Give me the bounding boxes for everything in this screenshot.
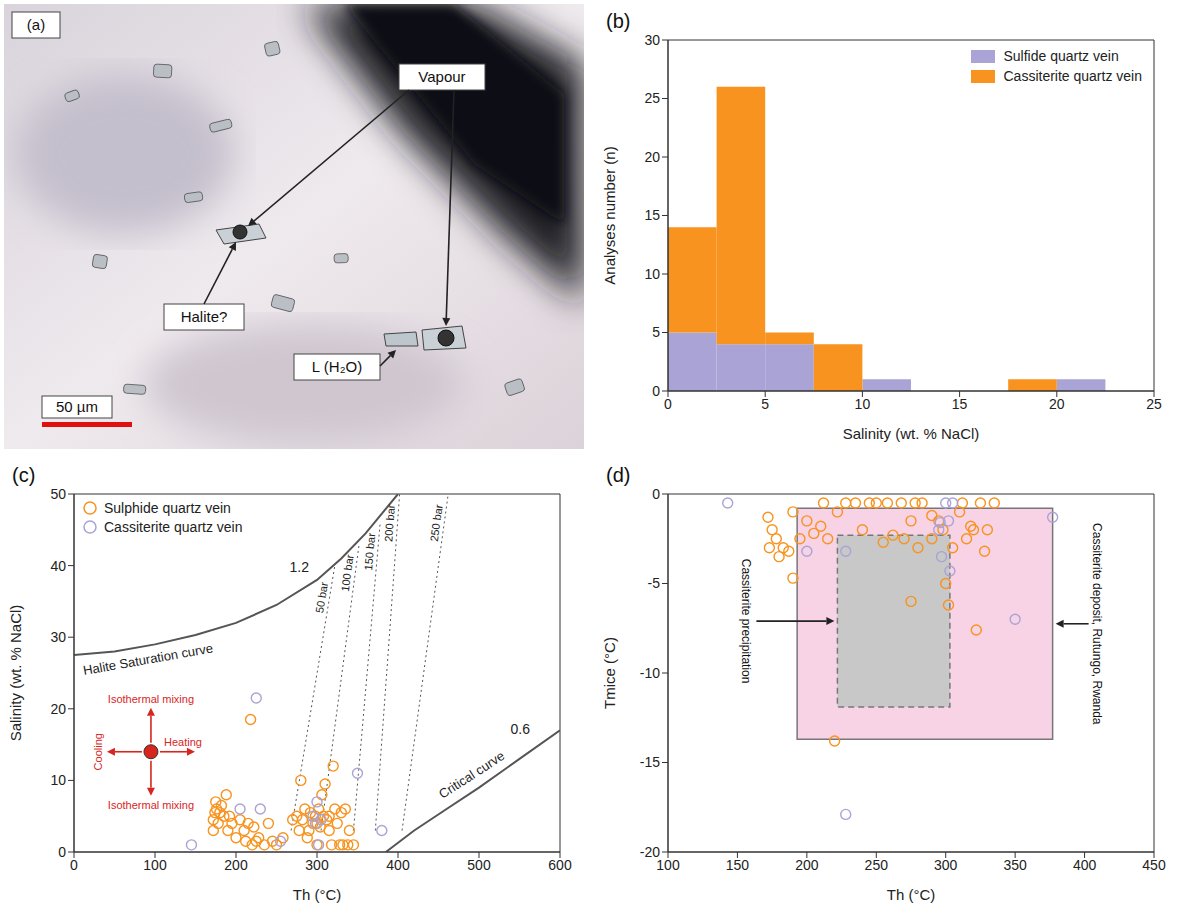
svg-text:1.2: 1.2 [290, 559, 310, 575]
svg-text:200 bar: 200 bar [382, 504, 397, 542]
html-text:(b): (b) [606, 10, 631, 32]
svg-text:20: 20 [1049, 396, 1065, 412]
svg-text:0: 0 [652, 383, 660, 399]
svg-text:500: 500 [467, 857, 491, 873]
svg-text:100 bar: 100 bar [339, 553, 356, 592]
svg-text:-20: -20 [640, 844, 660, 860]
svg-text:(a): (a) [27, 16, 45, 33]
html-text:Sulphide quartz vein: Sulphide quartz vein [104, 500, 231, 516]
svg-text:Th (°C): Th (°C) [887, 886, 936, 903]
svg-text:20: 20 [50, 701, 66, 717]
html-text:Sulfide quartz vein: Sulfide quartz vein [1003, 48, 1119, 64]
svg-text:0.6: 0.6 [511, 721, 531, 737]
html-text:Cassiterite quartz vein: Cassiterite quartz vein [1003, 68, 1142, 84]
svg-text:0: 0 [664, 396, 672, 412]
svg-text:Isothermal mixing: Isothermal mixing [108, 799, 194, 811]
svg-text:5: 5 [652, 324, 660, 340]
svg-text:Vapour: Vapour [418, 68, 465, 85]
svg-text:0: 0 [652, 486, 660, 502]
svg-text:10: 10 [50, 772, 66, 788]
svg-text:-5: -5 [648, 575, 661, 591]
svg-text:Critical curve: Critical curve [436, 748, 507, 801]
svg-text:100: 100 [656, 856, 680, 873]
svg-text:400: 400 [386, 857, 410, 873]
html-text:Cassiterite quartz vein: Cassiterite quartz vein [104, 519, 243, 535]
svg-text:10: 10 [855, 396, 871, 412]
svg-text:Cassiterite precipitation: Cassiterite precipitation [739, 559, 753, 684]
svg-text:20: 20 [644, 149, 660, 165]
svg-text:200: 200 [795, 857, 819, 873]
svg-text:Analyses number (n): Analyses number (n) [601, 146, 618, 284]
svg-text:Halite Saturation curve: Halite Saturation curve [82, 640, 214, 678]
html-text:(d): (d) [606, 464, 631, 486]
svg-text:15: 15 [952, 396, 968, 412]
svg-text:Isothermal mixing: Isothermal mixing [108, 693, 194, 705]
svg-text:30: 30 [50, 629, 66, 645]
svg-text:-15: -15 [640, 754, 660, 770]
svg-text:Th (°C): Th (°C) [293, 886, 342, 903]
svg-text:50 µm: 50 µm [56, 398, 98, 415]
svg-text:Tmice (°C): Tmice (°C) [601, 637, 618, 709]
svg-text:350: 350 [1003, 857, 1027, 873]
svg-text:10: 10 [644, 266, 660, 282]
svg-text:300: 300 [934, 857, 958, 873]
svg-text:450: 450 [1142, 857, 1166, 873]
svg-text:50 bar: 50 bar [313, 581, 330, 614]
svg-text:100: 100 [143, 857, 167, 873]
svg-text:L (H₂O): L (H₂O) [312, 358, 362, 375]
html-text:(c): (c) [12, 464, 36, 486]
svg-text:50: 50 [50, 486, 66, 502]
svg-text:Salinity (wt. % NaCl): Salinity (wt. % NaCl) [7, 605, 24, 742]
svg-text:25: 25 [1146, 396, 1162, 412]
svg-text:Salinity (wt. % NaCl): Salinity (wt. % NaCl) [843, 425, 980, 442]
svg-text:150: 150 [726, 857, 750, 873]
svg-text:600: 600 [548, 857, 572, 873]
svg-text:400: 400 [1073, 857, 1097, 873]
svg-text:300: 300 [305, 857, 329, 873]
svg-text:Cooling: Cooling [92, 733, 104, 770]
svg-text:250 bar: 250 bar [428, 503, 445, 542]
svg-text:0: 0 [58, 844, 66, 860]
svg-text:Halite?: Halite? [181, 308, 228, 325]
svg-text:0: 0 [70, 857, 78, 873]
svg-text:Cassiterite deposit, Rutungo,: Cassiterite deposit, Rutungo, Rwanda [1090, 523, 1104, 725]
svg-text:150 bar: 150 bar [362, 532, 377, 571]
svg-text:-10: -10 [640, 665, 660, 681]
svg-text:30: 30 [644, 32, 660, 48]
svg-text:250: 250 [865, 857, 889, 873]
svg-text:5: 5 [761, 396, 769, 412]
svg-text:Heating: Heating [164, 736, 202, 748]
svg-text:25: 25 [644, 90, 660, 106]
svg-text:15: 15 [644, 207, 660, 223]
svg-text:200: 200 [224, 857, 248, 873]
svg-text:40: 40 [50, 558, 66, 574]
